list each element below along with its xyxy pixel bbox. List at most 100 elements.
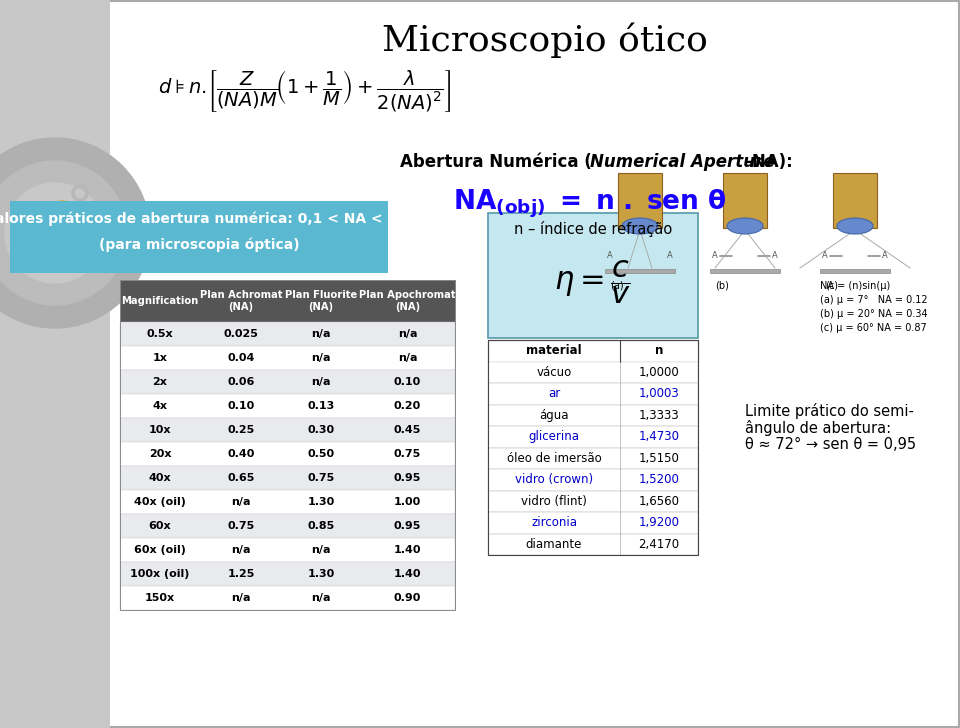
Text: (c): (c)	[825, 280, 838, 290]
Bar	[120, 346, 455, 370]
Text: A: A	[712, 250, 718, 259]
Text: 0.40: 0.40	[228, 449, 254, 459]
Text: 0.50: 0.50	[307, 449, 335, 459]
Ellipse shape	[837, 218, 873, 234]
Bar	[723, 173, 767, 228]
Bar	[488, 362, 698, 383]
Text: 0.5x: 0.5x	[147, 329, 174, 339]
Bar	[820, 269, 890, 273]
Text: $d \models n.\!\left[\dfrac{Z}{(NA)M}\!\left(1+\dfrac{1}{M}\right)+\dfrac{\lambd: $d \models n.\!\left[\dfrac{Z}{(NA)M}\!\…	[158, 68, 451, 114]
Text: 4x: 4x	[153, 401, 167, 411]
Bar	[605, 269, 675, 273]
Text: Plan Achromat
(NA): Plan Achromat (NA)	[200, 290, 282, 312]
Bar	[120, 394, 455, 418]
Text: 1,6560: 1,6560	[638, 495, 680, 507]
Circle shape	[5, 183, 105, 283]
Text: 0.30: 0.30	[307, 425, 335, 435]
Text: 1.40: 1.40	[394, 545, 421, 555]
Bar	[120, 514, 455, 538]
Text: (c) μ = 60° NA = 0.87: (c) μ = 60° NA = 0.87	[820, 323, 926, 333]
Text: 20x: 20x	[149, 449, 171, 459]
Text: 0.45: 0.45	[394, 425, 421, 435]
Text: Magnification: Magnification	[121, 296, 199, 306]
Text: 0.65: 0.65	[228, 473, 254, 483]
Text: A: A	[822, 250, 828, 259]
Bar	[488, 405, 698, 426]
Bar	[120, 280, 455, 610]
Text: (para microscopia óptica): (para microscopia óptica)	[99, 237, 300, 251]
Bar	[488, 426, 698, 448]
Text: ângulo de abertura:: ângulo de abertura:	[745, 420, 891, 436]
Bar	[488, 491, 698, 512]
Text: Microscopio ótico: Microscopio ótico	[382, 23, 708, 58]
Text: 40x (oil): 40x (oil)	[134, 497, 186, 507]
Text: 0.04: 0.04	[228, 353, 254, 363]
Text: água: água	[540, 408, 568, 422]
Text: n/a: n/a	[311, 545, 331, 555]
Bar	[120, 322, 455, 346]
Bar	[120, 418, 455, 442]
Circle shape	[25, 203, 85, 263]
Text: (a) μ = 7°   NA = 0.12: (a) μ = 7° NA = 0.12	[820, 295, 927, 305]
Text: θ ≈ 72° → sen θ = 0,95: θ ≈ 72° → sen θ = 0,95	[745, 437, 916, 452]
Bar	[488, 534, 698, 555]
Text: 1,0003: 1,0003	[638, 387, 680, 400]
Text: A: A	[772, 250, 778, 259]
Text: 60x (oil): 60x (oil)	[134, 545, 186, 555]
Text: n/a: n/a	[397, 329, 418, 339]
Bar	[120, 442, 455, 466]
Text: 0.025: 0.025	[224, 329, 258, 339]
Bar	[120, 586, 455, 610]
Text: 0.13: 0.13	[307, 401, 335, 411]
Text: 1.25: 1.25	[228, 569, 254, 579]
Text: A: A	[667, 250, 673, 259]
Text: n/a: n/a	[231, 545, 251, 555]
Text: 0.10: 0.10	[394, 377, 421, 387]
Text: 0.10: 0.10	[228, 401, 254, 411]
Text: n/a: n/a	[311, 353, 331, 363]
Bar	[488, 383, 698, 405]
Text: Abertura Numérica (: Abertura Numérica (	[400, 153, 591, 171]
Text: 1.00: 1.00	[394, 497, 421, 507]
Circle shape	[45, 201, 79, 235]
Bar	[833, 173, 877, 228]
Text: n/a: n/a	[397, 353, 418, 363]
Text: 2x: 2x	[153, 377, 167, 387]
Text: 0.06: 0.06	[228, 377, 254, 387]
Text: 0.75: 0.75	[394, 449, 421, 459]
Text: -NA):: -NA):	[745, 153, 793, 171]
Text: $\mathbf{NA_{(obj)}\ =\ n\ .\ sen\ \theta}$: $\mathbf{NA_{(obj)}\ =\ n\ .\ sen\ \thet…	[453, 188, 727, 221]
Bar	[710, 269, 780, 273]
Text: ar: ar	[548, 387, 560, 400]
Text: (b): (b)	[715, 280, 729, 290]
Ellipse shape	[622, 218, 658, 234]
Bar	[120, 490, 455, 514]
Text: 1,3333: 1,3333	[638, 408, 680, 422]
Text: (b) μ = 20° NA = 0.34: (b) μ = 20° NA = 0.34	[820, 309, 927, 319]
Ellipse shape	[727, 218, 763, 234]
Text: A: A	[882, 250, 888, 259]
Text: n/a: n/a	[311, 377, 331, 387]
Bar	[488, 340, 698, 555]
Text: Plan Apochromat
(NA): Plan Apochromat (NA)	[359, 290, 456, 312]
Text: vácuo: vácuo	[537, 365, 571, 379]
Bar	[120, 280, 455, 322]
Text: n/a: n/a	[231, 497, 251, 507]
Bar	[488, 340, 698, 362]
Text: n: n	[655, 344, 663, 357]
Text: 1,9200: 1,9200	[638, 516, 680, 529]
Text: Numerical Aperture: Numerical Aperture	[590, 153, 775, 171]
Text: 0.95: 0.95	[394, 521, 421, 531]
Text: Plan Fluorite
(NA): Plan Fluorite (NA)	[285, 290, 357, 312]
Text: 1,4730: 1,4730	[638, 430, 680, 443]
Text: 150x: 150x	[145, 593, 175, 603]
Text: n – índice de refração: n – índice de refração	[514, 221, 672, 237]
Text: (a): (a)	[610, 280, 624, 290]
Circle shape	[0, 161, 127, 305]
Text: 1,0000: 1,0000	[638, 365, 680, 379]
Bar	[120, 562, 455, 586]
Text: 1.40: 1.40	[394, 569, 421, 579]
Text: 0.85: 0.85	[307, 521, 335, 531]
Circle shape	[49, 217, 63, 231]
Text: 40x: 40x	[149, 473, 171, 483]
